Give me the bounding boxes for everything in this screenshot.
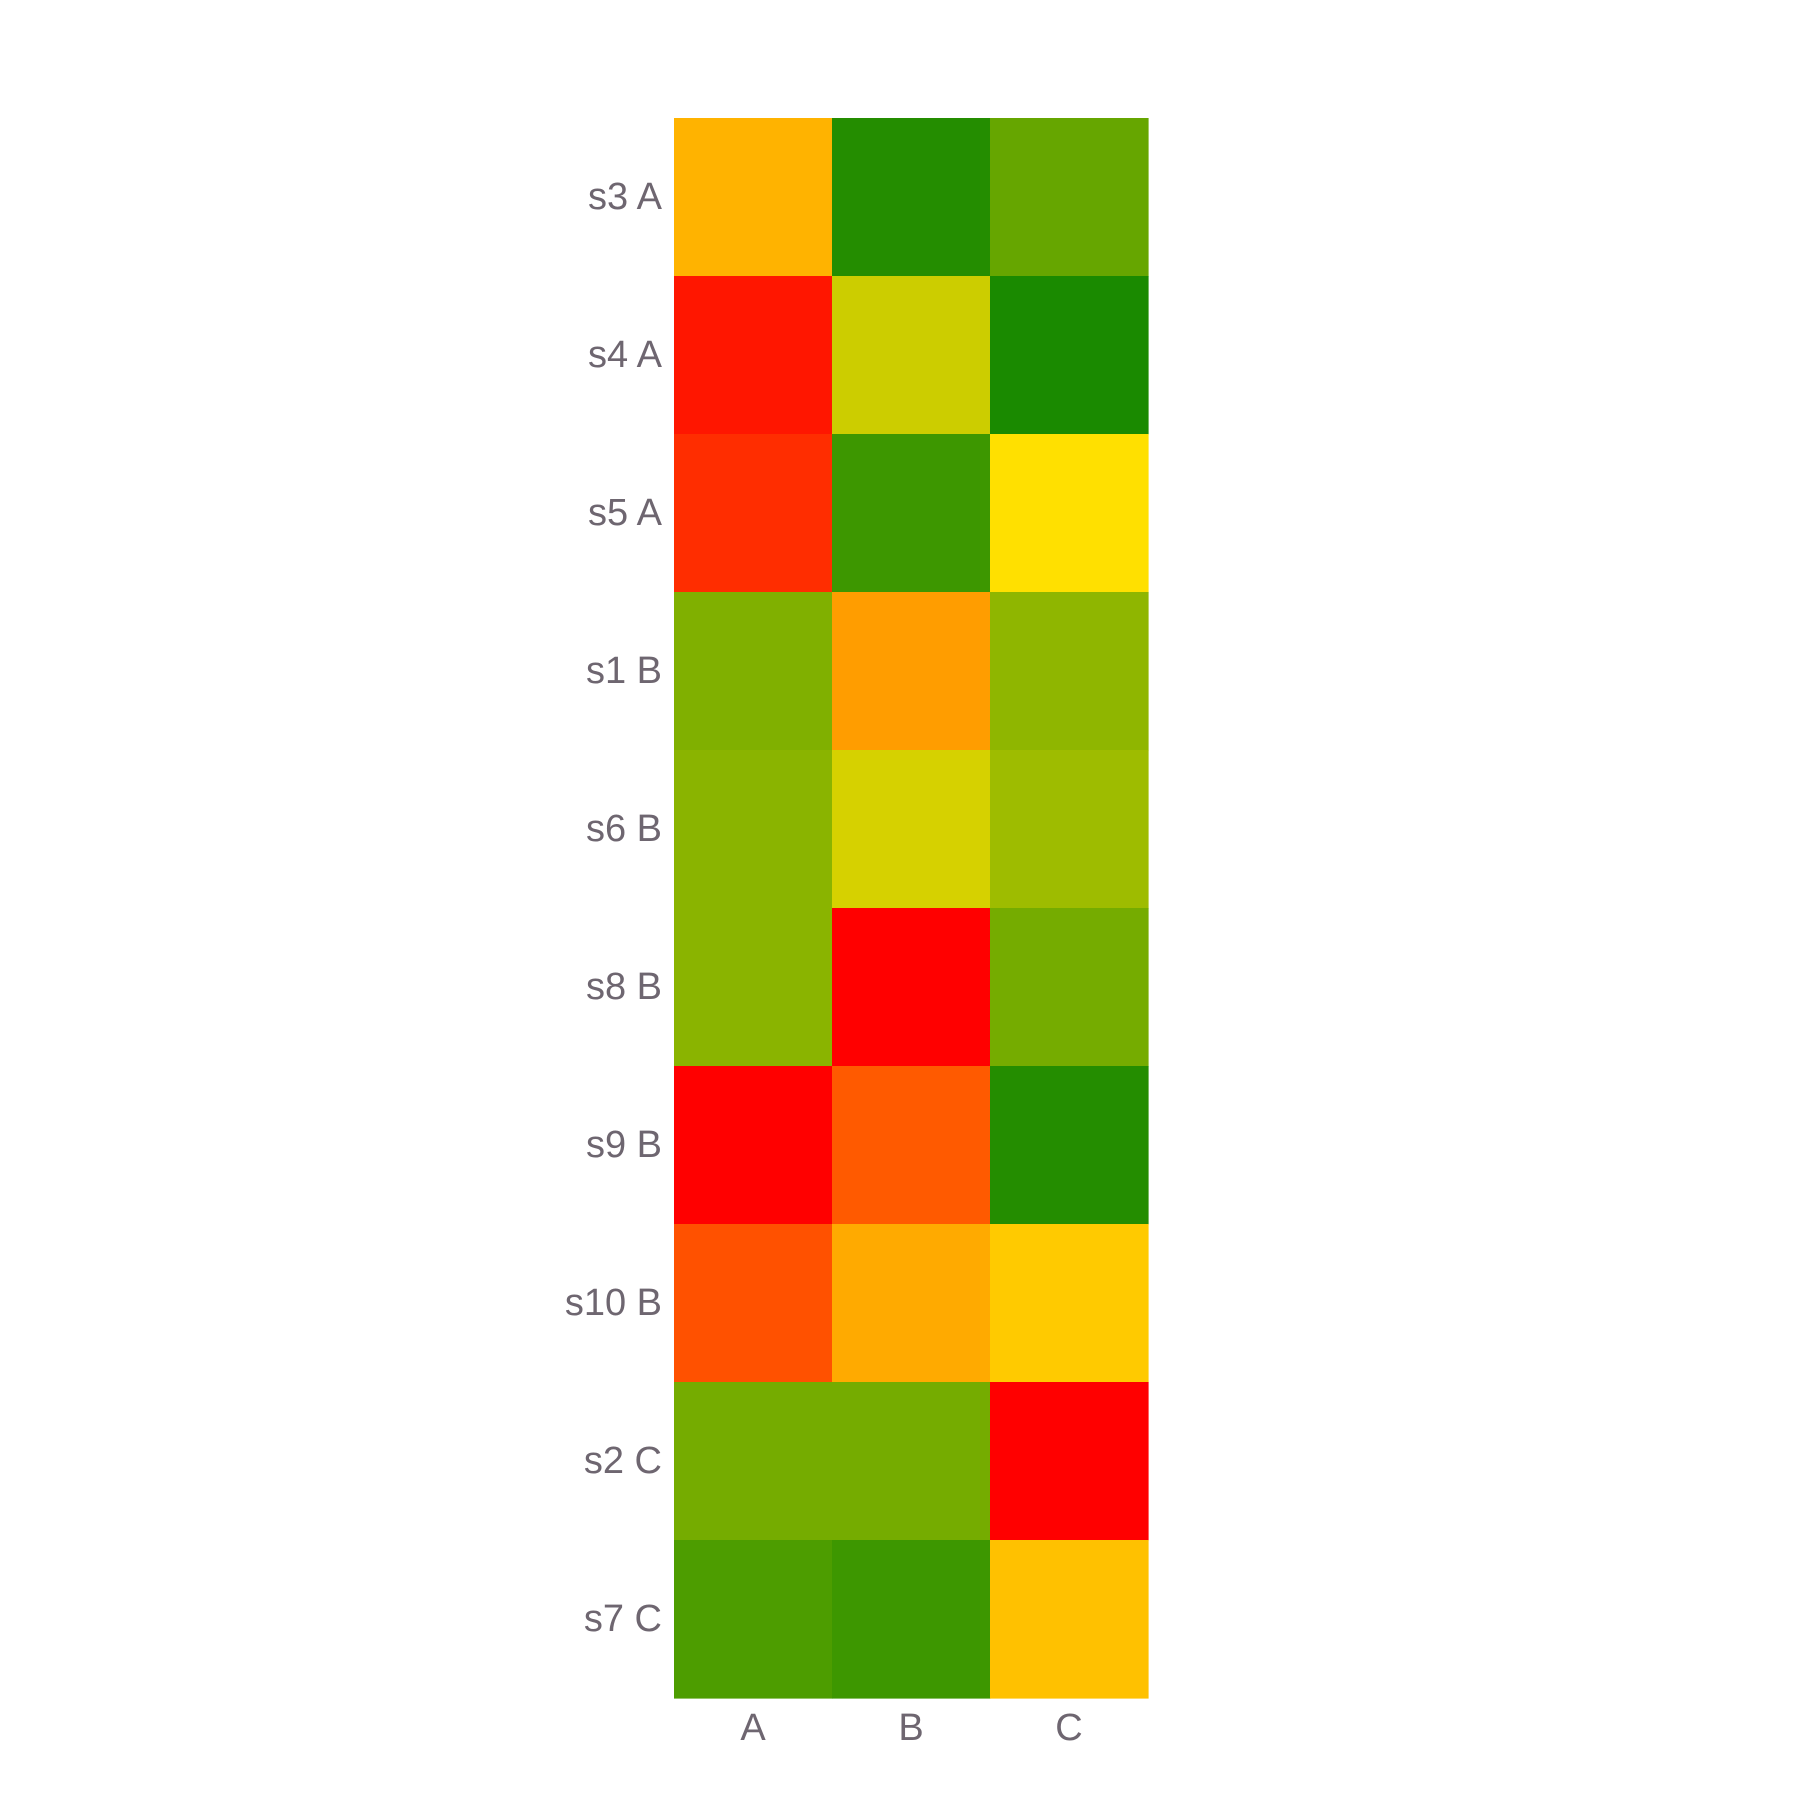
heatmap-cell bbox=[832, 592, 991, 751]
column-tick-label: A bbox=[740, 1707, 766, 1749]
column-tick-label: C bbox=[1055, 1707, 1082, 1749]
row-tick-label: s1 B bbox=[586, 650, 662, 692]
heatmap-cell bbox=[990, 1224, 1149, 1383]
heatmap-cell bbox=[990, 592, 1149, 751]
heatmap-cell bbox=[990, 1066, 1149, 1225]
heatmap-cell bbox=[990, 276, 1149, 435]
heatmap-cell bbox=[990, 1382, 1149, 1541]
heatmap-cell bbox=[674, 592, 833, 751]
row-tick-label: s6 B bbox=[586, 808, 662, 850]
heatmap-cell bbox=[674, 908, 833, 1067]
heatmap-cell bbox=[832, 1540, 991, 1699]
row-tick-label: s3 A bbox=[588, 176, 663, 218]
heatmap-cell bbox=[832, 1382, 991, 1541]
heatmap-cell bbox=[990, 908, 1149, 1067]
heatmap-cell bbox=[990, 118, 1149, 277]
heatmap-cells bbox=[674, 118, 1149, 1699]
heatmap-cell bbox=[990, 1540, 1149, 1699]
heatmap-cell bbox=[832, 908, 991, 1067]
row-tick-label: s8 B bbox=[586, 966, 662, 1008]
heatmap-cell bbox=[674, 1540, 833, 1699]
row-tick-labels: s3 A s4 A s5 A s1 B s6 B s8 B s9 B s10 B s2 C s7 … bbox=[565, 176, 663, 1640]
heatmap-cell bbox=[674, 118, 833, 277]
heatmap-cell bbox=[832, 1224, 991, 1383]
heatmap-cell bbox=[674, 1382, 833, 1541]
heatmap-cell bbox=[832, 118, 991, 277]
heatmap-cell bbox=[990, 750, 1149, 909]
heatmap-cell bbox=[674, 1066, 833, 1225]
column-tick-label: B bbox=[898, 1707, 923, 1749]
heatmap-cell bbox=[832, 276, 991, 435]
heatmap-cell bbox=[674, 750, 833, 909]
row-tick-label: s7 C bbox=[584, 1598, 662, 1640]
row-tick-label: s4 A bbox=[588, 334, 663, 376]
row-tick-label: s9 B bbox=[586, 1124, 662, 1166]
row-tick-label: s10 B bbox=[565, 1282, 662, 1324]
column-tick-labels: A B C bbox=[740, 1707, 1082, 1749]
row-tick-label: s5 A bbox=[588, 492, 663, 534]
heatmap-cell bbox=[674, 276, 833, 435]
heatmap-cell bbox=[832, 1066, 991, 1225]
heatmap-cell bbox=[674, 434, 833, 593]
row-tick-label: s2 C bbox=[584, 1440, 662, 1482]
heatmap-cell bbox=[832, 434, 991, 593]
heatmap-cell bbox=[832, 750, 991, 909]
heatmap-cell bbox=[990, 434, 1149, 593]
heatmap-cell bbox=[674, 1224, 833, 1383]
